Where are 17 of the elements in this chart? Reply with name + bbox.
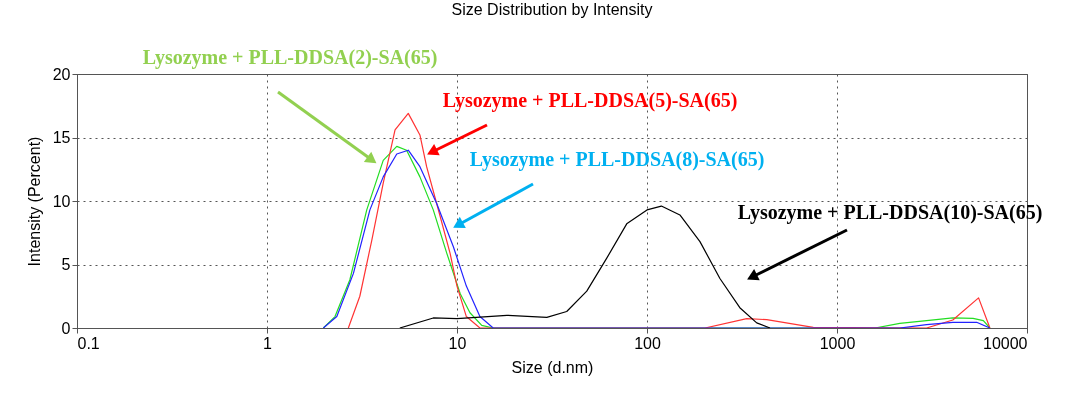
x-tick-label: 1000 bbox=[819, 334, 856, 352]
chart-title: Size Distribution by Intensity bbox=[451, 1, 653, 18]
y-tick-label: 0 bbox=[61, 319, 71, 337]
y-tick-label: 20 bbox=[52, 65, 71, 83]
text: Lysozyme + PLL-DDSA(2)-SA(65) bbox=[142, 46, 438, 69]
y-tick-label: 10 bbox=[52, 192, 71, 210]
y-tick-label: 5 bbox=[61, 256, 71, 273]
series-label: Lysozyme + PLL-DDSA(5)-SA(65) bbox=[442, 89, 738, 112]
x-tick-label: 10 bbox=[448, 334, 467, 352]
x-axis-title: Size (d.nm) bbox=[511, 358, 594, 376]
text: Lysozyme + PLL-DDSA(8)-SA(65) bbox=[469, 148, 765, 171]
x-tick-label: 1 bbox=[263, 334, 273, 352]
y-tick-label: 15 bbox=[52, 129, 71, 146]
y-axis-title: Intensity (Percent) bbox=[25, 136, 43, 267]
x-tick-label: 100 bbox=[634, 334, 661, 352]
x-tick-label: 10000 bbox=[983, 334, 1028, 352]
x-tick-label: 0.1 bbox=[77, 334, 100, 352]
